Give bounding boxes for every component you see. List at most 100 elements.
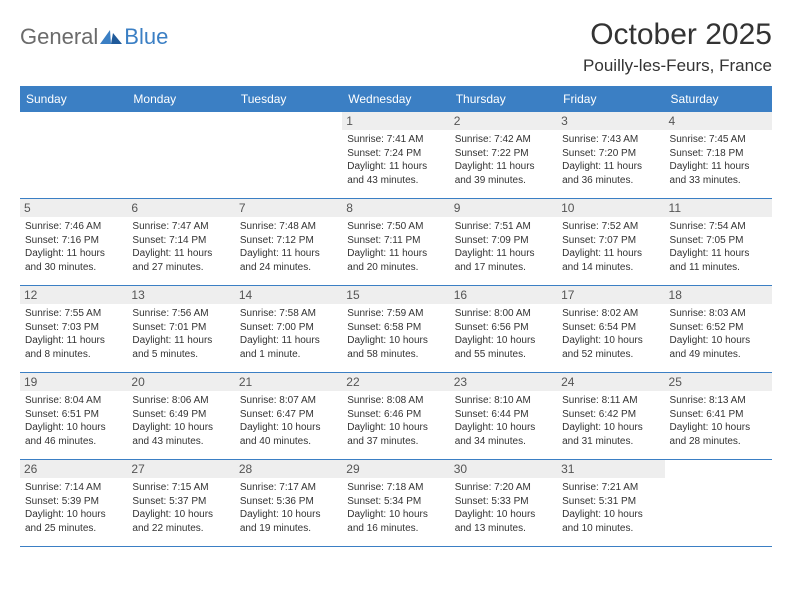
day-cell: 30Sunrise: 7:20 AMSunset: 5:33 PMDayligh… xyxy=(450,460,557,546)
day-info-line: Sunset: 7:18 PM xyxy=(670,147,767,161)
day-info-line: Daylight: 11 hours xyxy=(25,247,122,261)
day-cell: 3Sunrise: 7:43 AMSunset: 7:20 PMDaylight… xyxy=(557,112,664,198)
day-info-line: Daylight: 11 hours xyxy=(347,160,444,174)
day-number: 21 xyxy=(235,373,342,391)
day-cell: 16Sunrise: 8:00 AMSunset: 6:56 PMDayligh… xyxy=(450,286,557,372)
day-info-line: Sunrise: 7:21 AM xyxy=(562,481,659,495)
day-info-line: and 46 minutes. xyxy=(25,435,122,449)
day-info-line: Sunset: 6:44 PM xyxy=(455,408,552,422)
day-info-line: Daylight: 10 hours xyxy=(670,334,767,348)
header: General Blue October 2025 Pouilly-les-Fe… xyxy=(20,18,772,76)
day-info-line: Daylight: 11 hours xyxy=(455,247,552,261)
day-number: 14 xyxy=(235,286,342,304)
day-cell: 22Sunrise: 8:08 AMSunset: 6:46 PMDayligh… xyxy=(342,373,449,459)
day-info-line: Sunset: 5:33 PM xyxy=(455,495,552,509)
day-number: 9 xyxy=(450,199,557,217)
day-info-line: and 28 minutes. xyxy=(670,435,767,449)
day-number: 4 xyxy=(665,112,772,130)
day-info-line: Daylight: 10 hours xyxy=(347,421,444,435)
day-info-line: Daylight: 11 hours xyxy=(455,160,552,174)
day-number: 16 xyxy=(450,286,557,304)
day-number: 22 xyxy=(342,373,449,391)
day-info-line: Sunset: 6:52 PM xyxy=(670,321,767,335)
brand-logo: General Blue xyxy=(20,18,168,50)
day-info-line: Sunset: 7:00 PM xyxy=(240,321,337,335)
day-info-line: Daylight: 10 hours xyxy=(455,334,552,348)
day-info-line: and 1 minute. xyxy=(240,348,337,362)
calendar-page: General Blue October 2025 Pouilly-les-Fe… xyxy=(0,0,792,557)
day-info-line: and 30 minutes. xyxy=(25,261,122,275)
day-info-line: Sunrise: 7:51 AM xyxy=(455,220,552,234)
day-info-line: Daylight: 10 hours xyxy=(347,508,444,522)
dayname-row: SundayMondayTuesdayWednesdayThursdayFrid… xyxy=(20,86,772,112)
day-info-line: and 17 minutes. xyxy=(455,261,552,275)
day-cell: 1Sunrise: 7:41 AMSunset: 7:24 PMDaylight… xyxy=(342,112,449,198)
day-info-line: and 36 minutes. xyxy=(562,174,659,188)
day-info-line: Sunrise: 7:54 AM xyxy=(670,220,767,234)
day-info-line: Sunrise: 7:43 AM xyxy=(562,133,659,147)
day-info-line: Sunset: 7:01 PM xyxy=(132,321,229,335)
brand-part2: Blue xyxy=(124,24,168,50)
day-info-line: Sunrise: 7:56 AM xyxy=(132,307,229,321)
day-number: 19 xyxy=(20,373,127,391)
day-cell: 12Sunrise: 7:55 AMSunset: 7:03 PMDayligh… xyxy=(20,286,127,372)
day-info-line: Sunrise: 7:20 AM xyxy=(455,481,552,495)
day-number: 6 xyxy=(127,199,234,217)
day-cell: 18Sunrise: 8:03 AMSunset: 6:52 PMDayligh… xyxy=(665,286,772,372)
day-number: 17 xyxy=(557,286,664,304)
day-info-line: and 16 minutes. xyxy=(347,522,444,536)
week-row: 12Sunrise: 7:55 AMSunset: 7:03 PMDayligh… xyxy=(20,286,772,373)
day-info-line: Sunset: 5:39 PM xyxy=(25,495,122,509)
day-info-line: Sunrise: 7:55 AM xyxy=(25,307,122,321)
day-number: 10 xyxy=(557,199,664,217)
day-info-line: Daylight: 10 hours xyxy=(240,421,337,435)
day-cell: 6Sunrise: 7:47 AMSunset: 7:14 PMDaylight… xyxy=(127,199,234,285)
day-info-line: Sunset: 7:09 PM xyxy=(455,234,552,248)
day-info-line: Daylight: 10 hours xyxy=(25,421,122,435)
day-info-line: and 31 minutes. xyxy=(562,435,659,449)
day-info-line: Daylight: 11 hours xyxy=(240,334,337,348)
day-info-line: Daylight: 10 hours xyxy=(562,421,659,435)
day-info-line: and 10 minutes. xyxy=(562,522,659,536)
dayname: Sunday xyxy=(20,86,127,112)
day-info-line: and 27 minutes. xyxy=(132,261,229,275)
day-info-line: Daylight: 11 hours xyxy=(670,160,767,174)
day-info-line: Sunset: 6:49 PM xyxy=(132,408,229,422)
day-info-line: and 33 minutes. xyxy=(670,174,767,188)
day-cell: 28Sunrise: 7:17 AMSunset: 5:36 PMDayligh… xyxy=(235,460,342,546)
day-info-line: and 40 minutes. xyxy=(240,435,337,449)
day-cell: 25Sunrise: 8:13 AMSunset: 6:41 PMDayligh… xyxy=(665,373,772,459)
day-number: 15 xyxy=(342,286,449,304)
day-info-line: Daylight: 11 hours xyxy=(25,334,122,348)
day-cell: 24Sunrise: 8:11 AMSunset: 6:42 PMDayligh… xyxy=(557,373,664,459)
day-info-line: Sunrise: 7:59 AM xyxy=(347,307,444,321)
day-info-line: Sunset: 7:14 PM xyxy=(132,234,229,248)
day-info-line: and 11 minutes. xyxy=(670,261,767,275)
brand-part1: General xyxy=(20,24,98,50)
week-row: 19Sunrise: 8:04 AMSunset: 6:51 PMDayligh… xyxy=(20,373,772,460)
day-cell: 8Sunrise: 7:50 AMSunset: 7:11 PMDaylight… xyxy=(342,199,449,285)
day-info-line: Sunrise: 8:04 AM xyxy=(25,394,122,408)
location: Pouilly-les-Feurs, France xyxy=(583,56,772,76)
day-cell: 7Sunrise: 7:48 AMSunset: 7:12 PMDaylight… xyxy=(235,199,342,285)
day-cell: 11Sunrise: 7:54 AMSunset: 7:05 PMDayligh… xyxy=(665,199,772,285)
day-number: 1 xyxy=(342,112,449,130)
day-info-line: Sunrise: 7:47 AM xyxy=(132,220,229,234)
week-row: 5Sunrise: 7:46 AMSunset: 7:16 PMDaylight… xyxy=(20,199,772,286)
day-info-line: and 8 minutes. xyxy=(25,348,122,362)
week-row: 26Sunrise: 7:14 AMSunset: 5:39 PMDayligh… xyxy=(20,460,772,547)
day-cell: 9 Sunrise: 7:51 AMSunset: 7:09 PMDaylight… xyxy=(450,199,557,285)
day-number: 5 xyxy=(20,199,127,217)
day-info-line: Daylight: 10 hours xyxy=(132,508,229,522)
day-info-line: and 19 minutes. xyxy=(240,522,337,536)
day-info-line: and 37 minutes. xyxy=(347,435,444,449)
day-number: 31 xyxy=(557,460,664,478)
day-info-line: Daylight: 10 hours xyxy=(455,421,552,435)
day-info-line: Daylight: 10 hours xyxy=(347,334,444,348)
day-info-line: Daylight: 10 hours xyxy=(455,508,552,522)
day-info-line: Sunrise: 8:00 AM xyxy=(455,307,552,321)
day-cell: 31Sunrise: 7:21 AMSunset: 5:31 PMDayligh… xyxy=(557,460,664,546)
day-info-line: and 43 minutes. xyxy=(132,435,229,449)
day-info-line: and 20 minutes. xyxy=(347,261,444,275)
day-info-line: Sunrise: 7:18 AM xyxy=(347,481,444,495)
